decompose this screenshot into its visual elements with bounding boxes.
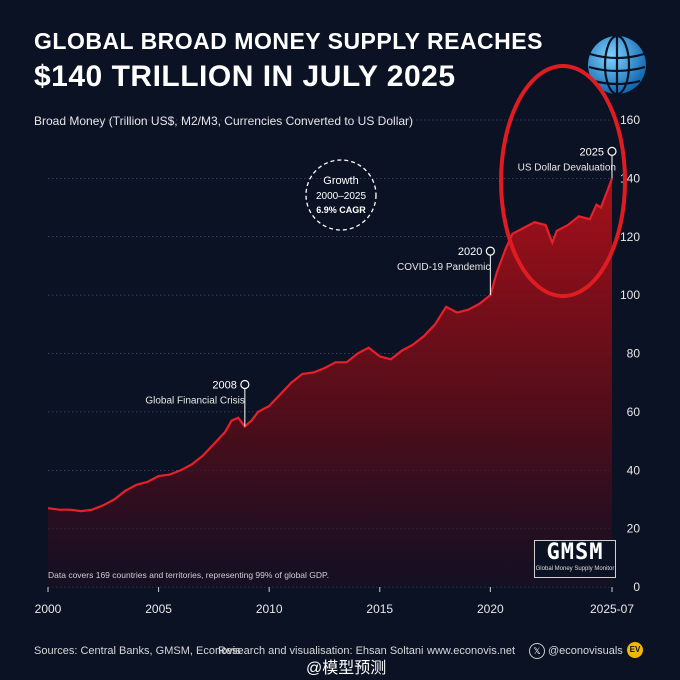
growth-label: Growth (323, 175, 358, 187)
x-axis-ticks: 2000 2005 2010 2015 2020 2025-07 (35, 587, 634, 616)
annotations: 2008 Global Financial Crisis 2020 COVID-19 … (145, 146, 617, 427)
y-tick-label: 60 (627, 405, 641, 419)
gmsm-logo: GMSM Global Money Supply Monitor (534, 540, 616, 578)
series-area (48, 178, 612, 587)
chart-subtitle: Broad Money (Trillion US$, M2/M3, Curren… (34, 114, 414, 128)
annotation-year: 2020 (458, 246, 482, 258)
y-tick-label: 100 (620, 288, 640, 302)
footer-website[interactable]: www.econovis.net (427, 645, 516, 657)
y-tick-label: 160 (620, 113, 640, 127)
series-line (47, 178, 614, 513)
gmsm-logo-text: GMSM (546, 540, 604, 565)
x-tick-label: 2015 (366, 602, 393, 616)
gmsm-logo-subtext: Global Money Supply Monitor (535, 566, 615, 572)
growth-cagr: 6.9% CAGR (316, 205, 366, 215)
y-tick-label: 20 (627, 522, 641, 536)
x-tick-label: 2005 (145, 602, 172, 616)
chart-title-line2: $140 TRILLION IN JULY 2025 (34, 60, 456, 93)
annotation-marker (485, 246, 495, 256)
y-tick-label: 120 (620, 230, 640, 244)
y-tick-label: 40 (627, 463, 641, 477)
footer-sources: Sources: Central Banks, GMSM, Econovis (34, 645, 241, 657)
chart-title-line1: GLOBAL BROAD MONEY SUPPLY REACHES (34, 28, 543, 54)
x-tick-label: 2020 (477, 602, 504, 616)
annotation-text: US Dollar Devaluation (518, 162, 616, 173)
growth-badge: Growth 2000–2025 6.9% CAGR (305, 159, 377, 231)
annotation-text: Global Financial Crisis (145, 395, 244, 406)
growth-period: 2000–2025 (316, 191, 366, 202)
annotation-year: 2008 (212, 379, 236, 391)
world-bank-globe-icon (588, 34, 646, 96)
x-tick-label: 2000 (35, 602, 62, 616)
annotation-year: 2025 (580, 146, 604, 158)
annotation-text: COVID-19 Pandemic (397, 262, 490, 273)
econovis-logo: EV (627, 642, 643, 658)
watermark: @模型预测 (306, 660, 387, 677)
y-tick-label: 80 (627, 347, 641, 361)
highlight-ellipse (499, 64, 627, 298)
y-tick-label: 0 (633, 580, 640, 594)
annotation-marker (240, 379, 250, 390)
x-tick-label: 2025-07 (590, 602, 634, 616)
footer-social-handle[interactable]: @econovisuals (548, 645, 623, 657)
data-note: Data covers 169 countries and territorie… (48, 570, 329, 580)
footer-research: Research and visualisation: Ehsan Soltan… (218, 645, 424, 657)
x-icon[interactable]: 𝕏 (529, 643, 545, 659)
x-tick-label: 2010 (256, 602, 283, 616)
annotation-marker (607, 146, 617, 156)
